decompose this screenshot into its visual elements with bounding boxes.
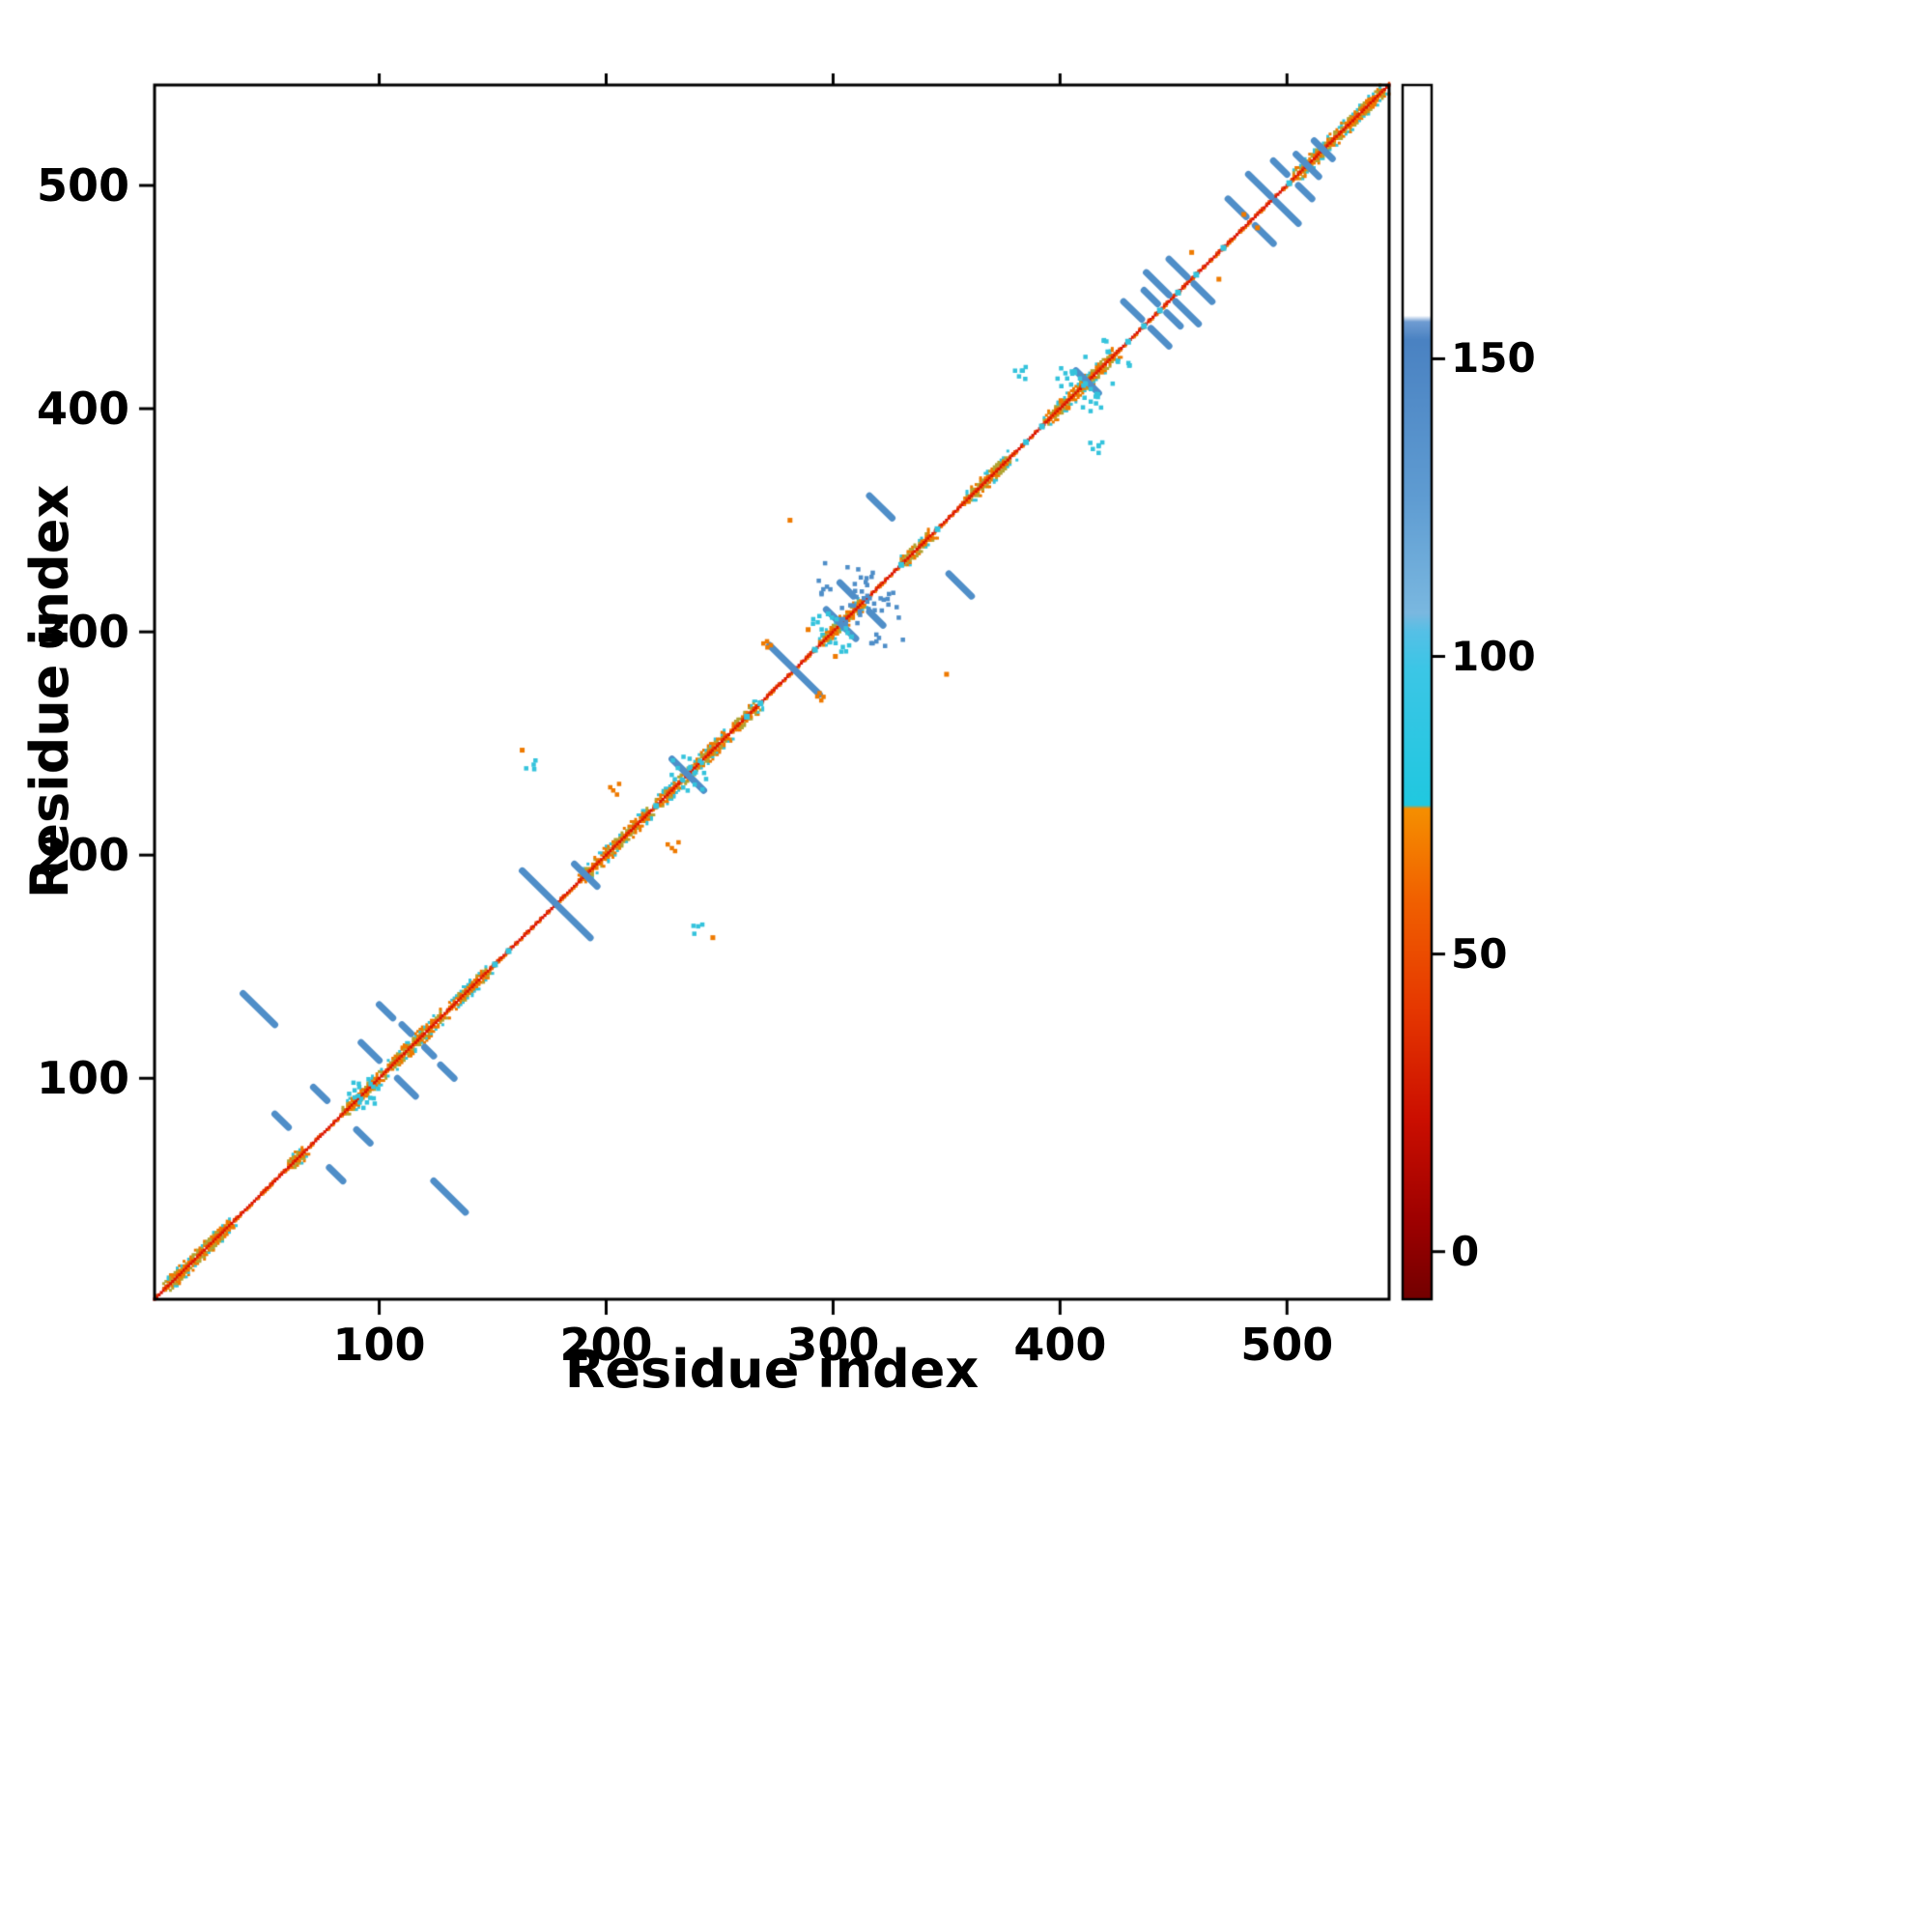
y-tick-label: 400 xyxy=(36,383,129,436)
y-tick-label: 500 xyxy=(36,158,129,212)
y-tick-label: 200 xyxy=(36,829,129,882)
x-axis-title: Residue index xyxy=(564,1339,980,1400)
colorbar-tick-label: 50 xyxy=(1451,929,1508,978)
x-tick-label: 200 xyxy=(559,1319,653,1371)
x-tick-label: 400 xyxy=(1013,1319,1107,1371)
y-tick-label: 300 xyxy=(36,606,129,659)
x-tick-label: 500 xyxy=(1240,1319,1334,1371)
colorbar-tick-label: 0 xyxy=(1451,1227,1480,1275)
y-tick-label: 100 xyxy=(36,1052,129,1105)
x-tick-label: 100 xyxy=(332,1319,426,1371)
x-tick-label: 300 xyxy=(786,1319,880,1371)
colorbar-tick-label: 150 xyxy=(1451,334,1536,383)
colorbar-tick-label: 100 xyxy=(1451,632,1536,680)
